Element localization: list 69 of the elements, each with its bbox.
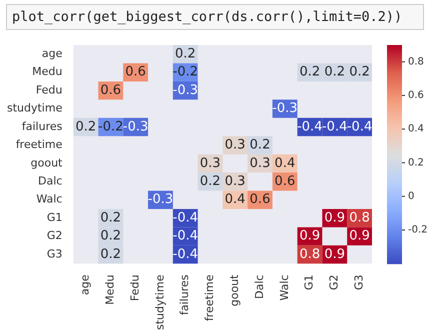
data-label: 0.6 <box>250 192 270 208</box>
data-label: 0.2 <box>349 64 370 80</box>
y-tick-label: Dalc <box>38 174 62 188</box>
color-bar-label: 0.6 <box>408 90 424 102</box>
data-label: 0.2 <box>324 64 346 80</box>
data-label: 0.2 <box>100 210 122 226</box>
x-tick-label: Medu <box>104 274 117 305</box>
data-label: 0.2 <box>100 246 122 262</box>
data-label: 0.2 <box>200 174 221 190</box>
x-tick-label: Dalc <box>252 274 266 299</box>
data-label: -0.4 <box>172 228 198 244</box>
x-tick-label: Fedu <box>128 274 142 302</box>
data-label: 0.6 <box>100 82 122 98</box>
y-tick-label: G3 <box>46 247 62 260</box>
y-tick-label: Fedu <box>36 83 62 96</box>
data-label: 0.3 <box>200 156 221 171</box>
data-label: 0.9 <box>324 210 346 226</box>
data-label: 0.8 <box>349 210 370 226</box>
data-label: 0.2 <box>299 64 320 80</box>
color-bar-label: 0.2 <box>408 157 424 168</box>
y-tick-label: Walc <box>36 192 62 206</box>
data-label: -0.3 <box>148 192 174 208</box>
y-tick-label: G2 <box>46 229 62 242</box>
data-label: 0.6 <box>274 174 296 190</box>
data-label: 0.2 <box>75 119 96 134</box>
data-label: 0.3 <box>224 174 246 190</box>
x-tick-label: freetime <box>203 274 216 322</box>
color-bar-label: 0 <box>408 190 414 202</box>
data-label: -0.4 <box>172 246 198 262</box>
data-label: -0.2 <box>172 64 198 80</box>
data-label: 0.4 <box>224 192 246 208</box>
x-tick-label: studytime <box>153 274 166 330</box>
y-tick-label: studytime <box>6 102 63 115</box>
data-label: 0.2 <box>250 138 270 153</box>
color-bar-label: 0.4 <box>408 124 424 135</box>
data-label: 0.9 <box>324 246 346 262</box>
x-tick-label: age <box>78 274 92 296</box>
x-tick-label: G3 <box>352 274 366 290</box>
data-label: -0.4 <box>297 119 322 134</box>
data-label: 0.9 <box>349 228 370 244</box>
data-label: 0.2 <box>100 228 122 244</box>
color-bar-label: -0.2 <box>408 224 428 236</box>
data-label: 0.9 <box>299 228 320 244</box>
data-label: -0.4 <box>172 210 198 226</box>
x-tick-label: Walc <box>278 274 291 301</box>
x-tick-label: goout <box>228 274 241 306</box>
y-tick-label: age <box>42 46 63 60</box>
y-tick-label: Medu <box>32 65 62 78</box>
chart-title: plot_corr(get_biggest_corr(ds.corr(),limit=0.2)) <box>6 4 424 30</box>
data-label: -0.3 <box>122 119 148 134</box>
data-label: 0.3 <box>224 138 246 153</box>
y-tick-label: G1 <box>46 210 62 224</box>
data-label: 0.8 <box>299 246 320 262</box>
color-bar-label: 0.8 <box>408 56 424 68</box>
data-label: -0.3 <box>172 82 198 98</box>
x-tick-label: G1 <box>302 274 316 290</box>
data-label: 0.3 <box>250 156 270 171</box>
y-tick-label: freetime <box>16 138 63 152</box>
y-tick-label: failures <box>22 120 63 133</box>
data-label: -0.4 <box>322 119 348 134</box>
y-tick-label: goout <box>30 156 64 170</box>
x-tick-label: failures <box>178 274 192 316</box>
data-label: -0.3 <box>272 101 298 116</box>
data-label: -0.2 <box>98 119 124 134</box>
x-tick-label: G2 <box>328 274 341 290</box>
data-label: 0.6 <box>125 64 146 80</box>
data-label: 0.2 <box>175 46 196 62</box>
data-label: 0.4 <box>274 156 296 171</box>
data-label: -0.4 <box>346 119 372 134</box>
